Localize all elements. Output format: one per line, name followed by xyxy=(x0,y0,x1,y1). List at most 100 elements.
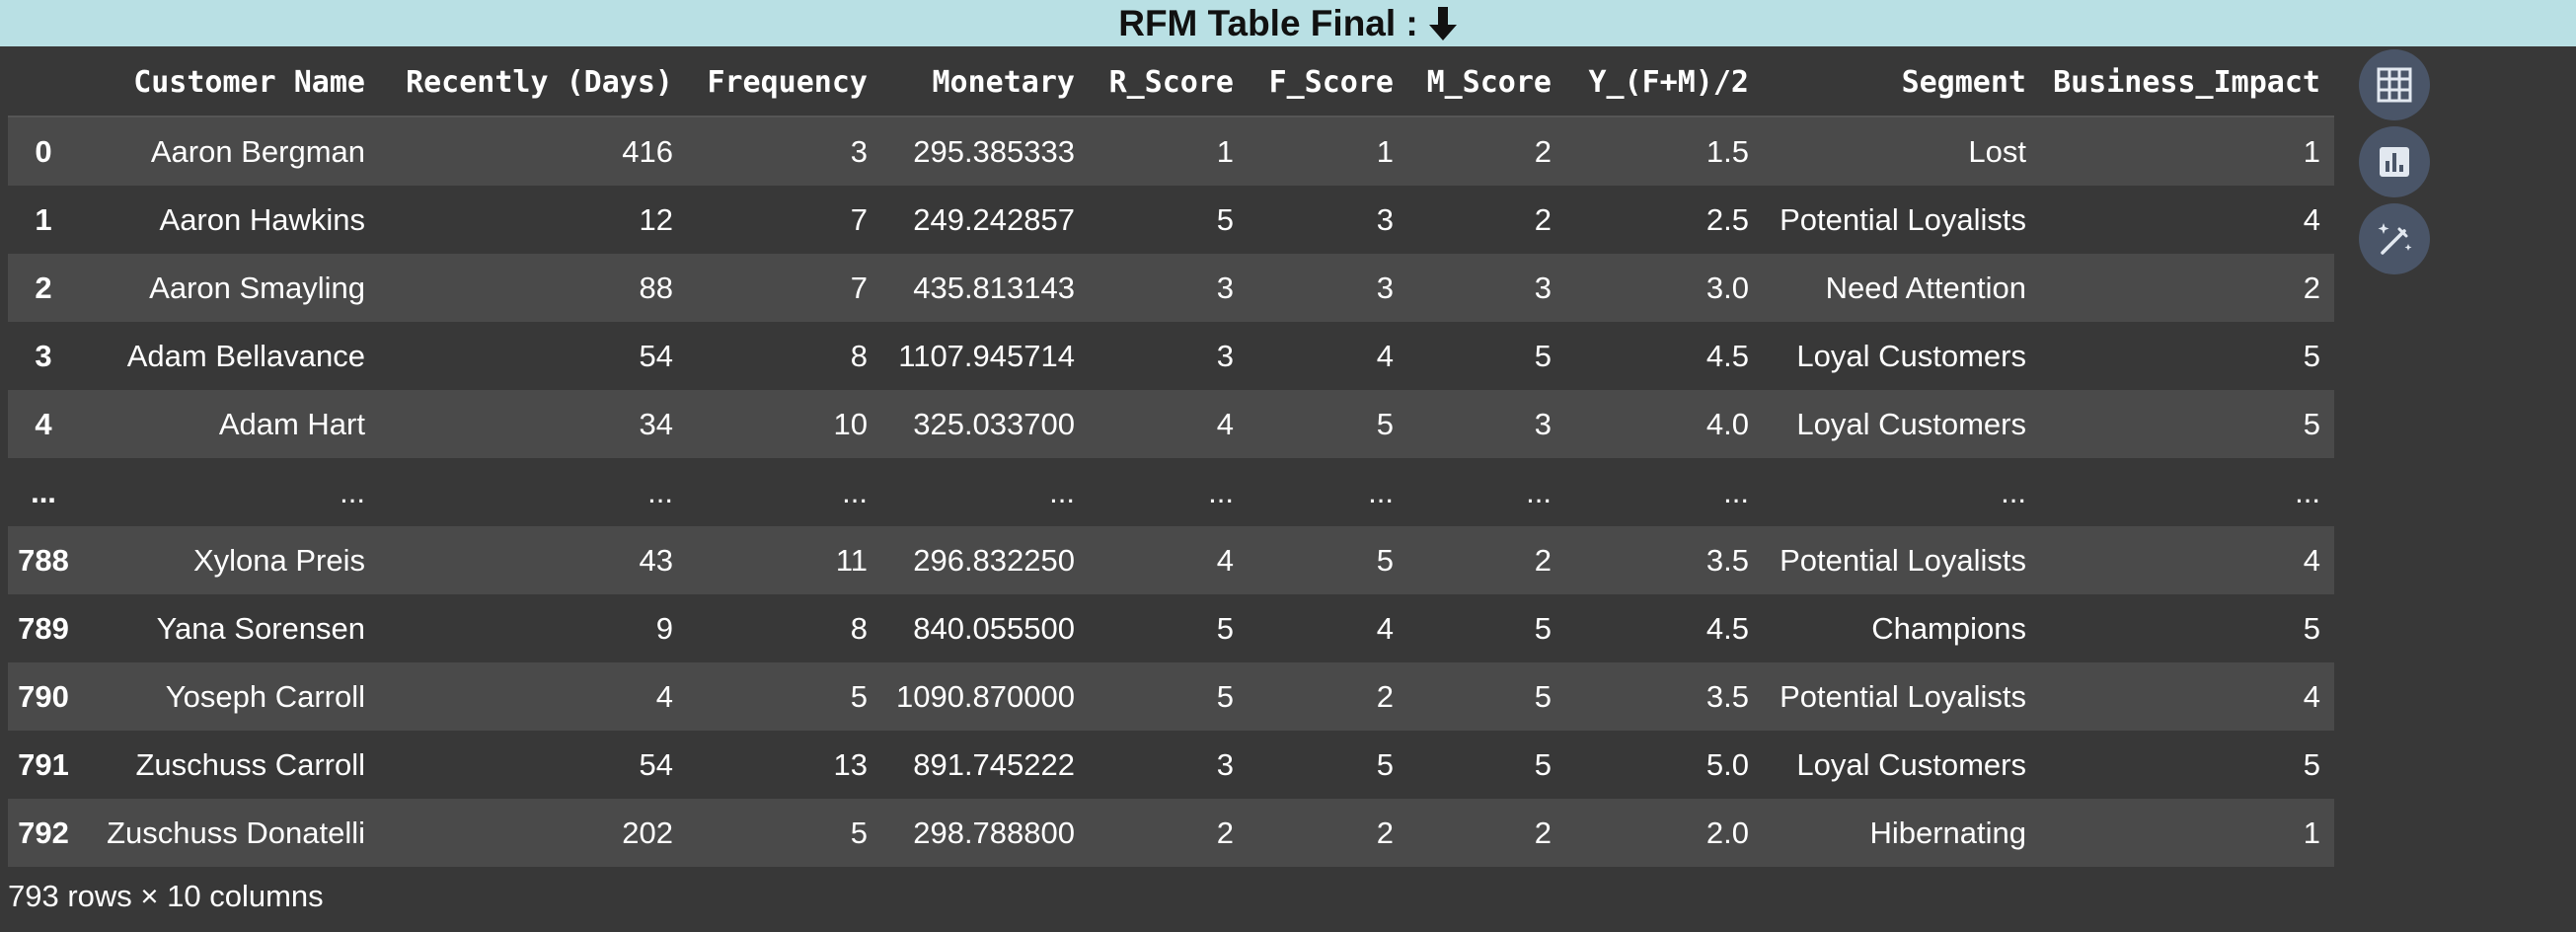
table-cell: ... xyxy=(1723,474,1749,509)
table-cell: 5 xyxy=(1376,542,1394,578)
column-header: Monetary xyxy=(881,48,1089,117)
table-cell: Zuschuss Donatelli xyxy=(107,815,365,850)
table-cell: 3 xyxy=(1376,270,1394,305)
table-cell: Adam Hart xyxy=(218,406,365,441)
table-cell: 295.385333 xyxy=(913,133,1075,169)
table-cell: 2 xyxy=(1534,815,1552,850)
row-index: 4 xyxy=(35,406,52,441)
table-cell: 5 xyxy=(2303,746,2320,782)
table-cell: Xylona Preis xyxy=(192,542,365,578)
table-cell: 298.788800 xyxy=(913,815,1075,850)
table-cell: 5 xyxy=(1376,746,1394,782)
table-row: 2 Aaron Smayling 88 7 435.813143 3 3 3 3.0 Need A… xyxy=(8,254,2334,322)
row-index: 3 xyxy=(35,338,52,373)
table-cell: 4.5 xyxy=(1705,338,1749,373)
table-cell: Zuschuss Carroll xyxy=(135,746,365,782)
table-cell: 4 xyxy=(2303,542,2320,578)
table-cell: 2 xyxy=(1534,542,1552,578)
convert-to-table-button[interactable] xyxy=(2359,49,2430,120)
magic-wand-icon xyxy=(2378,223,2412,255)
row-index: 0 xyxy=(35,133,52,169)
table-cell: 840.055500 xyxy=(913,610,1075,646)
table-cell: 3 xyxy=(1216,746,1234,782)
table-cell: Adam Bellavance xyxy=(126,338,365,373)
table-cell: 5 xyxy=(1376,406,1394,441)
table-cell: 4 xyxy=(1216,406,1234,441)
table-cell: ... xyxy=(647,474,673,509)
table-cell: 5 xyxy=(2303,338,2320,373)
table-cell: Yana Sorensen xyxy=(156,610,365,646)
table-row: 4 Adam Hart 34 10 325.033700 4 5 3 4.0 Loyal Cust… xyxy=(8,390,2334,458)
table-cell: 4.5 xyxy=(1705,610,1749,646)
table-cell: Aaron Hawkins xyxy=(159,201,365,237)
table-cell: 8 xyxy=(850,338,868,373)
table-cell: Yoseph Carroll xyxy=(165,678,365,714)
table-cell: ... xyxy=(1526,474,1552,509)
table-cell: ... xyxy=(2001,474,2026,509)
row-count-summary: 793 rows × 10 columns xyxy=(8,879,324,913)
table-cell: 5 xyxy=(2303,406,2320,441)
row-index: 1 xyxy=(35,201,52,237)
table-icon xyxy=(2377,67,2412,103)
table-cell: 34 xyxy=(639,406,673,441)
table-cell: 2.0 xyxy=(1705,815,1749,850)
table-cell: 3 xyxy=(1534,270,1552,305)
generate-code-button[interactable] xyxy=(2359,203,2430,274)
table-cell: 4 xyxy=(1216,542,1234,578)
table-cell: 1107.945714 xyxy=(898,338,1075,373)
table-cell: 4 xyxy=(2303,201,2320,237)
table-row: 788 Xylona Preis 43 11 296.832250 4 5 2 3.5 Poten… xyxy=(8,526,2334,594)
table-cell: 7 xyxy=(850,270,868,305)
table-cell: 1090.870000 xyxy=(895,678,1075,714)
table-cell: ... xyxy=(340,474,365,509)
table-cell: 3 xyxy=(1216,270,1234,305)
table-cell: 3 xyxy=(850,133,868,169)
table-cell: 9 xyxy=(655,610,673,646)
table-cell: 5 xyxy=(1534,746,1552,782)
row-index: 791 xyxy=(18,746,69,782)
table-cell: 2.5 xyxy=(1705,201,1749,237)
table-cell: 3.5 xyxy=(1705,678,1749,714)
table-cell: Loyal Customers xyxy=(1796,338,2026,373)
table-cell: Potential Loyalists xyxy=(1780,678,2026,714)
table-cell: Loyal Customers xyxy=(1796,406,2026,441)
title-bar: RFM Table Final : xyxy=(0,0,2576,46)
table-cell: 1 xyxy=(2303,133,2320,169)
table-cell: ... xyxy=(1368,474,1394,509)
table-cell: 296.832250 xyxy=(913,542,1075,578)
bar-chart-icon xyxy=(2380,147,2409,177)
table-cell: Lost xyxy=(1968,133,2026,169)
table-cell: 3 xyxy=(1216,338,1234,373)
table-cell: ... xyxy=(2295,474,2320,509)
table-cell: 1 xyxy=(2303,815,2320,850)
column-header: Recently (Days) xyxy=(379,48,687,117)
table-cell: 5 xyxy=(1534,610,1552,646)
column-header: R_Score xyxy=(1089,48,1248,117)
table-cell: ... xyxy=(1049,474,1075,509)
table-cell: 4 xyxy=(1376,610,1394,646)
table-cell: 5 xyxy=(1534,338,1552,373)
table-row: 789 Yana Sorensen 9 8 840.055500 5 4 5 4.5 Champi… xyxy=(8,594,2334,662)
table-cell: ... xyxy=(1208,474,1234,509)
table-cell: 2 xyxy=(1216,815,1234,850)
table-row: 792 Zuschuss Donatelli 202 5 298.788800 2 2 2 2.… xyxy=(8,799,2334,867)
suggest-charts-button[interactable] xyxy=(2359,126,2430,197)
table-row: 0 Aaron Bergman 416 3 295.385333 1 1 2 1.5 Lost 1 xyxy=(8,116,2334,186)
table-cell: Aaron Smayling xyxy=(149,270,365,305)
table-cell: 2 xyxy=(2303,270,2320,305)
table-cell: 3 xyxy=(1376,201,1394,237)
table-cell: 5 xyxy=(2303,610,2320,646)
table-row: ................................. xyxy=(8,458,2334,526)
table-cell: 416 xyxy=(622,133,673,169)
rfm-table-container: Customer Name Recently (Days) Frequency Mon… xyxy=(8,48,2334,867)
table-row: 1 Aaron Hawkins 12 7 249.242857 5 3 2 2.5 Potenti… xyxy=(8,186,2334,254)
column-header: F_Score xyxy=(1248,48,1407,117)
table-cell: 11 xyxy=(835,542,868,578)
row-index: 792 xyxy=(18,815,69,850)
table-cell: 4 xyxy=(655,678,673,714)
table-cell: Potential Loyalists xyxy=(1780,201,2026,237)
table-cell: Aaron Bergman xyxy=(150,133,365,169)
table-row: 790 Yoseph Carroll 4 5 1090.870000 5 2 5 3.5 Pote… xyxy=(8,662,2334,731)
table-cell: 7 xyxy=(850,201,868,237)
table-cell: 4 xyxy=(1376,338,1394,373)
